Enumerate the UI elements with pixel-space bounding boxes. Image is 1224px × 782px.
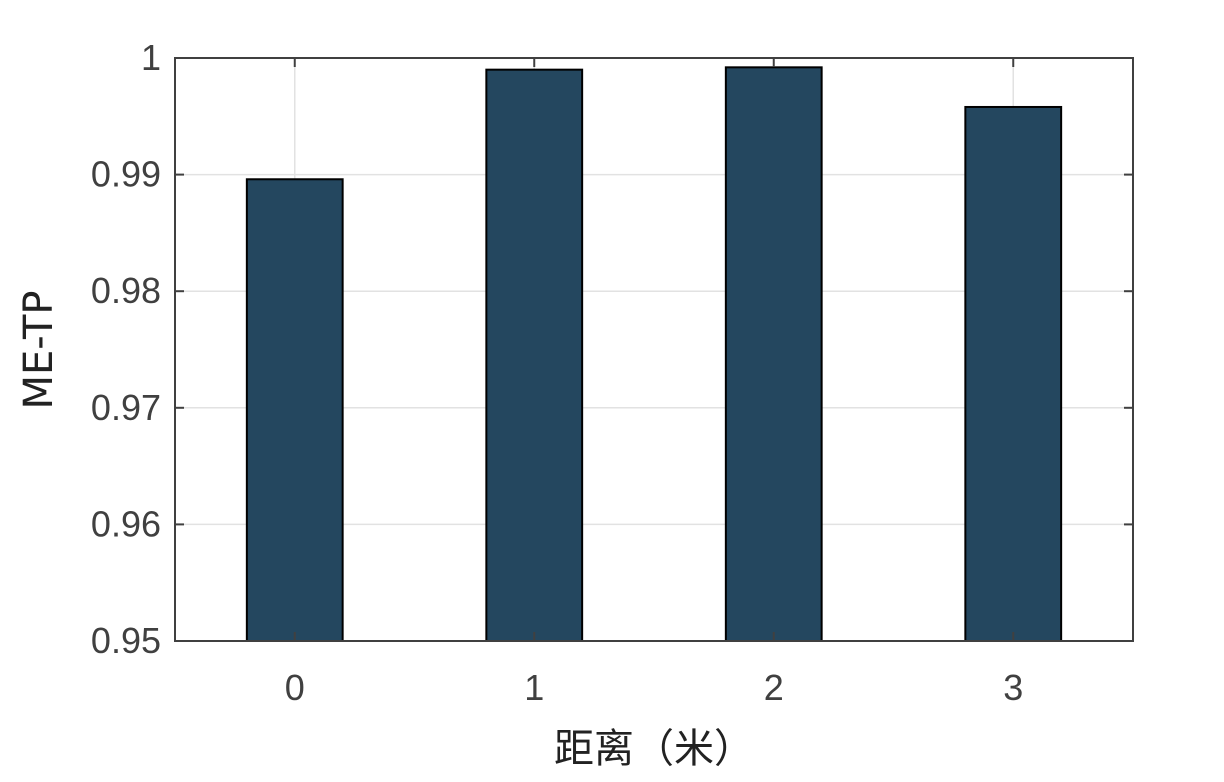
- bar-2: [724, 66, 823, 642]
- y-tick-label: 1: [141, 37, 161, 78]
- bar-1: [485, 68, 584, 643]
- bar-3: [964, 105, 1063, 643]
- y-tick-label: 0.97: [91, 387, 161, 428]
- x-tick-label: 3: [1003, 667, 1023, 708]
- y-tick-label: 0.99: [91, 154, 161, 195]
- x-tick-label: 1: [524, 667, 544, 708]
- x-tick-label: 2: [764, 667, 784, 708]
- axis-ticks: [175, 57, 1133, 642]
- x-tick-label: 0: [285, 667, 305, 708]
- bars: [245, 66, 1063, 643]
- y-tick-label: 0.96: [91, 503, 161, 544]
- plot-frame: [174, 57, 1134, 642]
- bar-0: [245, 178, 344, 642]
- y-tick-label: 0.98: [91, 270, 161, 311]
- y-axis-title: ME-TP: [16, 290, 62, 409]
- x-tick-labels: 0 1 2 3: [285, 667, 1024, 708]
- y-tick-label: 0.95: [91, 620, 161, 661]
- x-axis-title: 距离（米）: [554, 726, 754, 772]
- y-tick-labels: 0.95 0.96 0.97 0.98 0.99 1: [91, 37, 161, 661]
